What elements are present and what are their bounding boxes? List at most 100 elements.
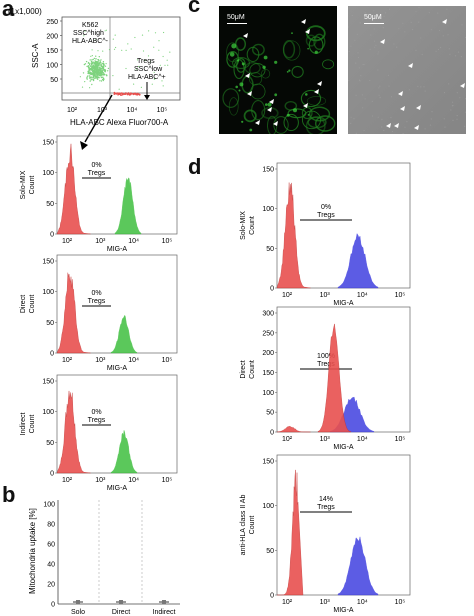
fluorescent-cell	[291, 65, 304, 78]
panel-b-point	[162, 600, 166, 604]
scatter-dot	[148, 30, 150, 32]
scatter-dot	[82, 72, 85, 74]
hist-xtick-label: 10⁴	[128, 357, 139, 364]
hist-k562-population	[56, 272, 91, 354]
scatter-dot	[101, 69, 104, 71]
scatter-dot-treg	[134, 92, 136, 95]
scatter-dot	[154, 78, 156, 80]
scatter-dot	[95, 64, 97, 66]
scatter-dot	[96, 68, 98, 71]
scatter-dot	[96, 61, 98, 63]
scatter-dot	[93, 72, 96, 74]
panel-b-point	[76, 600, 80, 604]
scatter-dot	[94, 70, 96, 73]
hist-xtick-label: 10³	[320, 292, 331, 299]
scatter-dot	[99, 74, 101, 77]
scatter-dot	[99, 72, 102, 75]
hist-xtick-label: 10²	[62, 238, 73, 245]
scatter-dot	[101, 65, 103, 68]
scatter-dot	[98, 70, 100, 72]
scatter-dot	[89, 67, 92, 70]
hist-xtick-label: 10³	[320, 599, 331, 606]
scatter-dot-treg	[132, 93, 135, 95]
hist-xtick-label: 10²	[62, 357, 73, 364]
scatter-dot	[95, 63, 97, 65]
fluorescent-spot	[263, 55, 268, 60]
scatter-dot	[86, 78, 88, 80]
fluorescent-spot	[238, 89, 241, 92]
scatter-dot	[94, 75, 97, 78]
scatter-dot	[96, 63, 98, 65]
scatter-dot	[90, 69, 93, 71]
gate-k562-line1: K562	[82, 22, 98, 29]
scatter-dot	[97, 68, 99, 70]
brightfield-texture	[440, 46, 442, 49]
scatter-dot-treg	[128, 94, 131, 96]
scatter-dot	[94, 68, 96, 70]
scatter-dot	[93, 72, 95, 74]
scatter-ytick-label: 100	[46, 63, 58, 70]
scatter-dot-treg	[135, 93, 138, 96]
hist-xtick-label: 10⁵	[395, 436, 406, 443]
scatter-dot	[144, 59, 146, 61]
scatter-dot	[100, 74, 103, 76]
hist-treg-population	[337, 536, 379, 596]
scatter-dot	[103, 73, 106, 76]
hist-xtick-label: 10³	[320, 436, 331, 443]
scatter-dot	[154, 32, 157, 34]
scatter-dot	[93, 74, 95, 76]
scatter-dot	[95, 68, 97, 71]
scatter-dot	[97, 60, 99, 63]
hist-ytick-label: 150	[262, 459, 274, 466]
fluorescent-spot	[307, 47, 309, 50]
scatter-dot-treg	[125, 92, 127, 94]
scatter-dot	[138, 65, 140, 68]
hist-ytick-label: 50	[46, 440, 54, 447]
fluorescent-cell	[284, 101, 298, 111]
scatter-dot	[90, 60, 93, 63]
scatter-dot	[100, 71, 102, 73]
scatter-dot	[102, 79, 105, 82]
scatter-dot-treg	[114, 92, 116, 95]
scatter-dot	[95, 72, 98, 75]
brightfield-texture	[357, 52, 359, 54]
scatter-dot	[91, 67, 93, 70]
fluorescent-cell	[232, 57, 250, 69]
hist-xlabel: MIG-A	[107, 365, 128, 372]
scatter-dot	[94, 66, 97, 69]
brightfield-texture	[404, 31, 406, 33]
scatter-dot-treg	[124, 93, 126, 95]
scatter-dot-treg	[135, 93, 138, 95]
scatter-dot	[103, 63, 105, 66]
scatter-dot	[103, 63, 105, 65]
scatter-dot	[83, 35, 85, 37]
hist-ytick-label: 0	[50, 351, 54, 358]
scatter-dot	[87, 62, 90, 64]
scatter-dot-treg	[132, 93, 135, 96]
scatter-dot	[97, 76, 99, 78]
scatter-dot	[88, 68, 90, 70]
cell-arrowhead	[460, 83, 465, 88]
cell-arrowhead	[273, 121, 278, 126]
scatter-dot	[94, 67, 96, 70]
scatter-dot-treg	[139, 93, 141, 96]
scatter-dot	[97, 64, 99, 67]
scatter-dot	[99, 62, 101, 64]
fluorescent-cell	[313, 33, 326, 50]
scatter-dot	[99, 64, 101, 66]
brightfield-texture	[465, 36, 466, 39]
brightfield-texture	[411, 28, 414, 31]
scatter-dot	[92, 67, 95, 69]
scatter-dot	[99, 71, 101, 73]
scatter-dot	[97, 64, 100, 66]
hist-ytick-label: 100	[262, 206, 274, 213]
scatter-dot	[91, 65, 94, 68]
scatter-dot	[147, 55, 150, 57]
brightfield-texture	[465, 98, 466, 100]
panel-b-ytick-label: 80	[47, 522, 55, 529]
scatter-dot	[90, 79, 92, 81]
scatter-dot	[102, 77, 105, 80]
scatter-dot	[97, 72, 99, 75]
scatter-dot	[96, 68, 98, 71]
scatter-dot	[92, 72, 94, 74]
